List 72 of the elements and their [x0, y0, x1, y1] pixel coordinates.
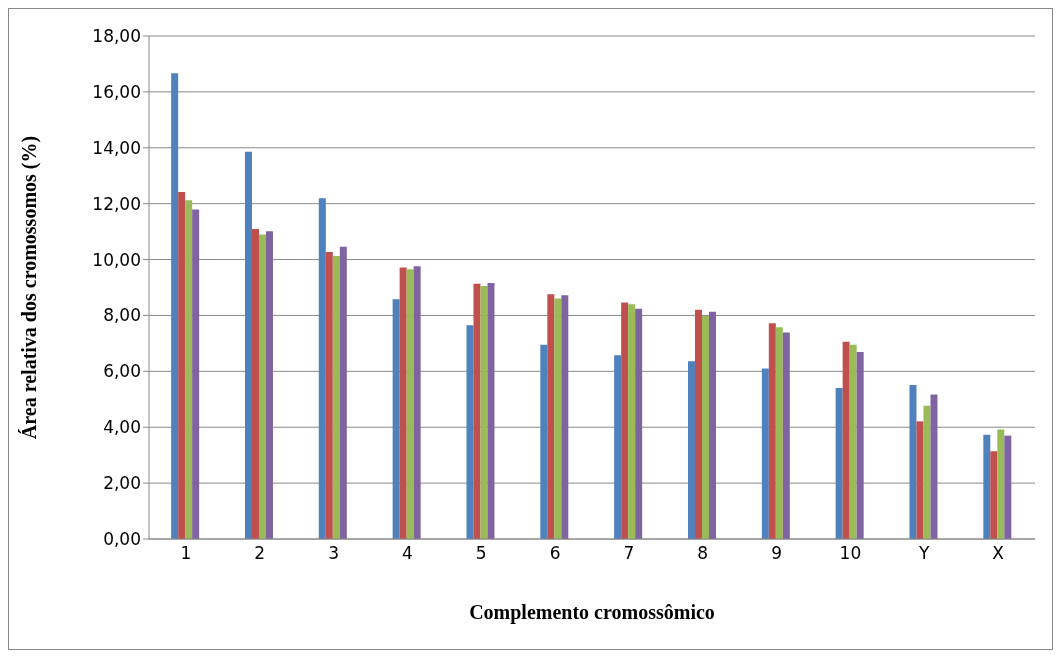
bar — [185, 200, 193, 539]
bar — [842, 341, 850, 539]
bar — [399, 267, 407, 539]
bar — [997, 429, 1005, 539]
bar — [473, 283, 481, 539]
x-tick-label: 7 — [623, 543, 635, 564]
bar — [1004, 435, 1012, 539]
bar — [392, 299, 400, 539]
y-tick-label: 6,00 — [103, 361, 141, 382]
bar — [909, 385, 917, 539]
bar — [849, 344, 857, 539]
bar — [547, 294, 555, 539]
bar — [339, 246, 347, 539]
bar — [614, 355, 622, 539]
bar — [466, 325, 474, 539]
bar — [406, 269, 414, 539]
bar — [782, 332, 790, 539]
bar — [768, 323, 776, 539]
y-tick-label: 10,00 — [92, 249, 141, 270]
bar — [687, 361, 695, 539]
bar — [192, 209, 200, 539]
bar — [171, 73, 179, 539]
bar — [258, 234, 266, 539]
x-tick-label: X — [992, 543, 1005, 564]
bar — [835, 388, 843, 539]
bar — [413, 266, 421, 539]
x-tick-label: 3 — [328, 543, 339, 564]
bar — [480, 286, 488, 539]
y-axis-title: Área relativa dos cromossomos (%) — [18, 135, 42, 440]
y-tick-label: 12,00 — [92, 193, 141, 214]
bar — [554, 298, 562, 539]
bar — [708, 311, 716, 539]
x-tick-label: 8 — [697, 543, 709, 564]
bar — [694, 309, 702, 539]
bar — [775, 327, 783, 539]
x-tick-label: 5 — [475, 543, 487, 564]
y-tick-label: 2,00 — [103, 473, 141, 494]
bar — [265, 231, 273, 539]
bar — [701, 316, 709, 539]
bar — [856, 352, 864, 539]
y-tick-label: 8,00 — [103, 305, 141, 326]
x-tick-label: 2 — [254, 543, 266, 564]
x-tick-label: 1 — [180, 543, 192, 564]
bar — [930, 394, 938, 539]
bar — [318, 198, 326, 539]
x-tick-label: 9 — [771, 543, 782, 564]
y-tick-label: 4,00 — [103, 417, 141, 438]
bar — [332, 255, 340, 539]
bar — [621, 302, 629, 539]
bar — [635, 308, 643, 539]
bar — [983, 434, 991, 539]
x-tick-label: 6 — [549, 543, 561, 564]
x-tick-label: Y — [918, 543, 931, 564]
y-tick-label: 18,00 — [92, 26, 141, 47]
bar — [923, 405, 931, 539]
y-tick-label: 14,00 — [92, 137, 141, 158]
bar — [916, 421, 924, 539]
bar — [487, 283, 495, 539]
y-tick-label: 0,00 — [103, 529, 141, 550]
bar — [178, 191, 186, 539]
x-axis-title: Complemento cromossômico — [469, 601, 715, 624]
x-tick-label: 10 — [839, 543, 862, 564]
y-tick-label: 16,00 — [92, 81, 141, 102]
bar — [540, 344, 548, 539]
bar — [628, 304, 636, 539]
bar — [761, 368, 769, 539]
bar — [325, 252, 333, 539]
bar — [251, 229, 259, 539]
bar — [990, 451, 998, 539]
x-tick-label: 4 — [402, 543, 413, 564]
bar — [244, 151, 252, 539]
bar — [561, 295, 569, 539]
